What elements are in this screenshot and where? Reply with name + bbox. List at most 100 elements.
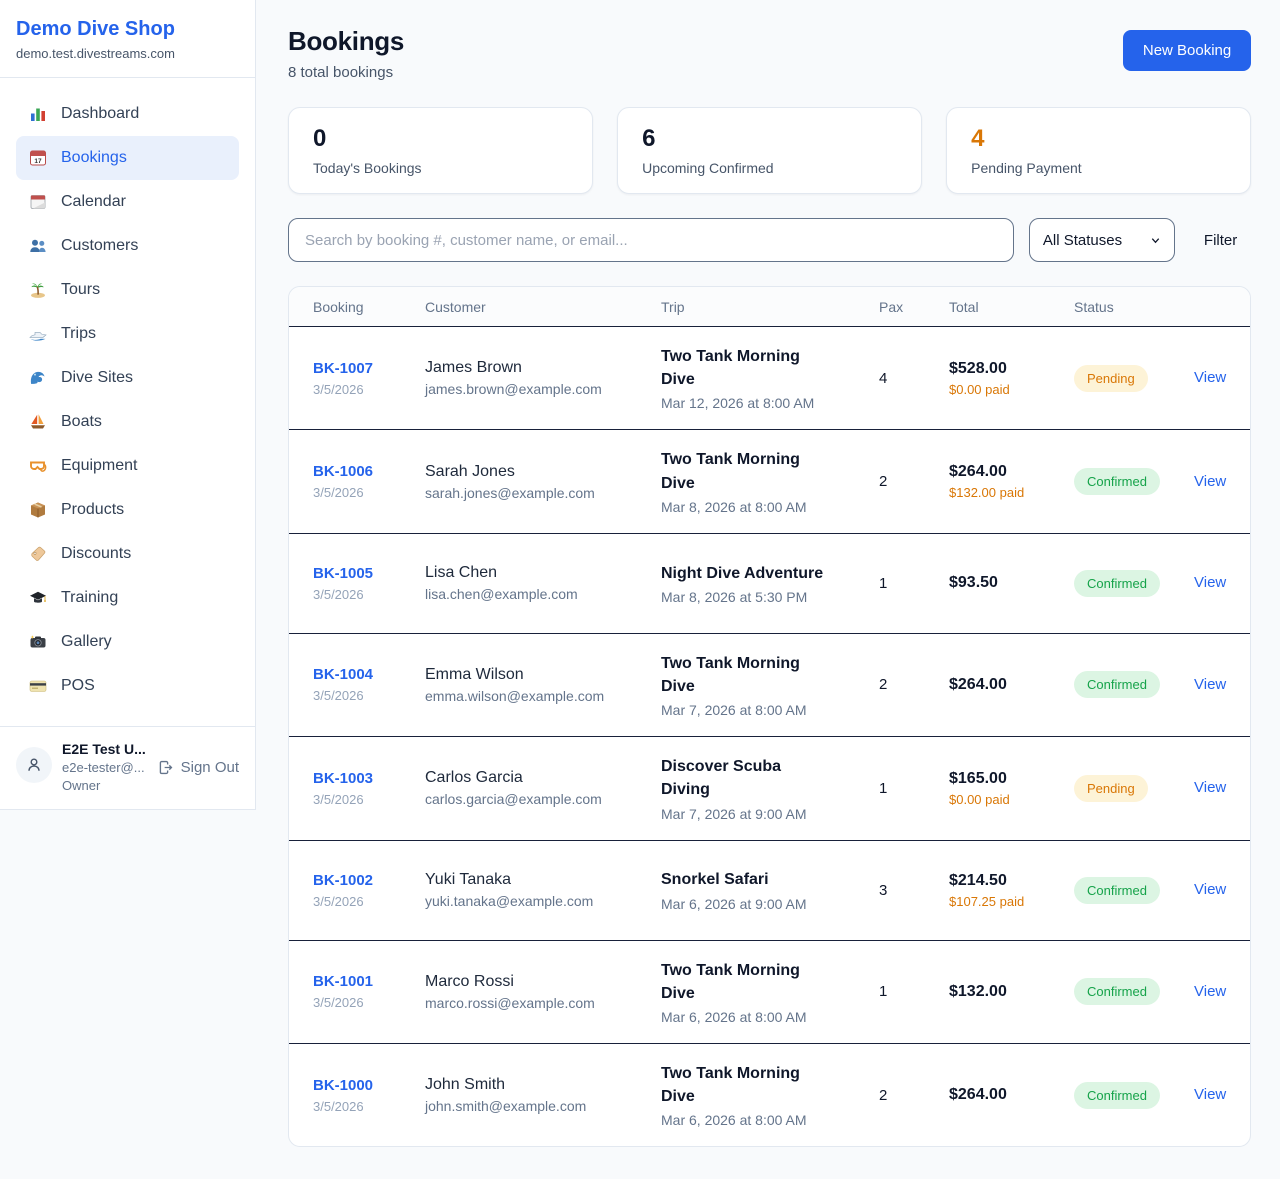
- sidebar-item-products[interactable]: Products: [16, 488, 239, 532]
- sign-out-button[interactable]: Sign Out: [157, 759, 239, 776]
- booking-id-link[interactable]: BK-1006: [313, 463, 374, 481]
- trip-datetime: Mar 6, 2026 at 8:00 AM: [661, 1112, 807, 1129]
- sidebar-item-pos[interactable]: POS: [16, 664, 239, 708]
- brand-name[interactable]: Demo Dive Shop: [16, 18, 175, 40]
- booking-id-link[interactable]: BK-1005: [313, 564, 374, 582]
- stat-value: 6: [642, 125, 656, 152]
- sidebar-item-dive-sites[interactable]: Dive Sites: [16, 356, 239, 400]
- status-cell: Pending: [1074, 774, 1194, 802]
- view-link[interactable]: View: [1194, 982, 1227, 1000]
- view-link[interactable]: View: [1194, 1086, 1227, 1104]
- pax-value: 1: [879, 574, 888, 592]
- trip-name: Two Tank Morning Dive: [661, 451, 800, 492]
- table-row: BK-1004 3/5/2026 Emma Wilson emma.wilson…: [289, 634, 1251, 738]
- column-header-total: Total: [949, 298, 979, 315]
- user-meta: E2E Test U... e2e-tester@... Owner: [62, 741, 146, 793]
- pax-value: 1: [879, 779, 888, 797]
- sidebar-header: Demo Dive Shop demo.test.divestreams.com: [0, 0, 255, 78]
- sidebar-item-tours[interactable]: Tours: [16, 268, 239, 312]
- new-booking-button[interactable]: New Booking: [1122, 30, 1252, 71]
- customer-cell: Emma Wilson emma.wilson@example.com: [425, 666, 661, 704]
- paid-amount: $0.00 paid: [949, 791, 1010, 807]
- customer-name: Yuki Tanaka: [425, 871, 511, 888]
- view-link[interactable]: View: [1194, 881, 1227, 898]
- customer-name: Lisa Chen: [425, 564, 498, 582]
- sidebar-item-label: Tours: [61, 281, 101, 298]
- dive-mask-icon: [28, 456, 48, 476]
- sidebar: Demo Dive Shop demo.test.divestreams.com…: [0, 0, 256, 810]
- action-cell: View: [1194, 676, 1226, 694]
- pax-value: 4: [879, 369, 888, 387]
- search-input[interactable]: [288, 218, 1014, 262]
- sidebar-item-customers[interactable]: Customers: [16, 224, 239, 268]
- sidebar-nav: Dashboard 17 Bookings Calendar Customers…: [0, 78, 255, 726]
- trip-name: Two Tank Morning Dive: [661, 348, 800, 389]
- trip-name: Night Dive Adventure: [661, 564, 824, 582]
- stat-card: 0 Today's Bookings: [288, 107, 594, 194]
- action-cell: View: [1194, 473, 1226, 491]
- stat-card: 4 Pending Payment: [946, 107, 1252, 194]
- customer-email: emma.wilson@example.com: [425, 687, 605, 704]
- sidebar-item-bookings[interactable]: 17 Bookings: [16, 136, 239, 180]
- sidebar-item-discounts[interactable]: Discounts: [16, 532, 239, 576]
- sidebar-item-boats[interactable]: Boats: [16, 400, 239, 444]
- user-email: e2e-tester@...: [62, 760, 145, 775]
- status-badge: Confirmed: [1074, 1081, 1160, 1109]
- column-header-booking: Booking: [313, 298, 364, 315]
- view-link[interactable]: View: [1194, 675, 1227, 693]
- booking-cell: BK-1003 3/5/2026: [313, 770, 425, 807]
- stat-card: 6 Upcoming Confirmed: [617, 107, 923, 194]
- customer-name: James Brown: [425, 359, 522, 377]
- view-link[interactable]: View: [1194, 574, 1227, 592]
- booking-cell: BK-1000 3/5/2026: [313, 1077, 425, 1114]
- customer-name: John Smith: [425, 1076, 506, 1094]
- customer-cell: John Smith john.smith@example.com: [425, 1076, 661, 1114]
- booking-cell: BK-1007 3/5/2026: [313, 360, 425, 397]
- total-cell: $93.50: [949, 574, 1074, 592]
- booking-id-link[interactable]: BK-1000: [313, 1076, 374, 1094]
- booking-id-link[interactable]: BK-1003: [313, 769, 374, 787]
- sidebar-item-training[interactable]: Training: [16, 576, 239, 620]
- status-filter-value: All Statuses: [1042, 231, 1123, 249]
- status-filter-select[interactable]: All Statuses: [1028, 218, 1175, 262]
- view-link[interactable]: View: [1194, 369, 1227, 387]
- total-amount: $165.00: [949, 769, 1007, 787]
- pax-value: 1: [879, 983, 888, 1001]
- status-badge: Confirmed: [1074, 671, 1160, 699]
- view-link[interactable]: View: [1194, 472, 1227, 490]
- status-cell: Confirmed: [1074, 569, 1194, 597]
- user-name: E2E Test U...: [62, 741, 146, 757]
- sidebar-item-label: Discounts: [61, 545, 132, 562]
- status-badge: Confirmed: [1074, 876, 1160, 904]
- sidebar-item-equipment[interactable]: Equipment: [16, 444, 239, 488]
- sidebar-item-label: Training: [61, 589, 119, 606]
- booking-id-link[interactable]: BK-1004: [313, 666, 374, 684]
- view-link[interactable]: View: [1194, 779, 1227, 797]
- booking-id-link[interactable]: BK-1002: [313, 871, 374, 889]
- pax-value: 2: [879, 473, 888, 491]
- total-cell: $264.00: [949, 1086, 1074, 1104]
- sidebar-item-gallery[interactable]: Gallery: [16, 620, 239, 664]
- column-header-trip: Trip: [661, 298, 685, 315]
- stat-value: 0: [313, 125, 327, 152]
- paid-amount: $107.25 paid: [949, 893, 1025, 909]
- table-row: BK-1003 3/5/2026 Carlos Garcia carlos.ga…: [289, 737, 1251, 841]
- booking-id-link[interactable]: BK-1007: [313, 359, 374, 377]
- action-cell: View: [1194, 881, 1226, 899]
- paid-amount: $0.00 paid: [949, 381, 1010, 397]
- sidebar-item-label: Dashboard: [61, 105, 140, 122]
- customer-email: marco.rossi@example.com: [425, 994, 595, 1011]
- trip-cell: Two Tank Morning Dive Mar 6, 2026 at 8:0…: [661, 959, 879, 1025]
- customer-cell: Sarah Jones sarah.jones@example.com: [425, 463, 661, 501]
- sidebar-item-calendar[interactable]: Calendar: [16, 180, 239, 224]
- customer-email: yuki.tanaka@example.com: [425, 893, 594, 909]
- sidebar-item-dashboard[interactable]: Dashboard: [16, 92, 239, 136]
- trip-name: Snorkel Safari: [661, 871, 769, 889]
- status-cell: Confirmed: [1074, 876, 1194, 904]
- sidebar-item-trips[interactable]: Trips: [16, 312, 239, 356]
- filter-button[interactable]: Filter: [1190, 232, 1251, 249]
- stats-row: 0 Today's Bookings 6 Upcoming Confirmed …: [288, 107, 1252, 194]
- table-row: BK-1000 3/5/2026 John Smith john.smith@e…: [289, 1044, 1250, 1146]
- trip-cell: Discover Scuba Diving Mar 7, 2026 at 9:0…: [661, 755, 879, 821]
- booking-id-link[interactable]: BK-1001: [313, 973, 374, 991]
